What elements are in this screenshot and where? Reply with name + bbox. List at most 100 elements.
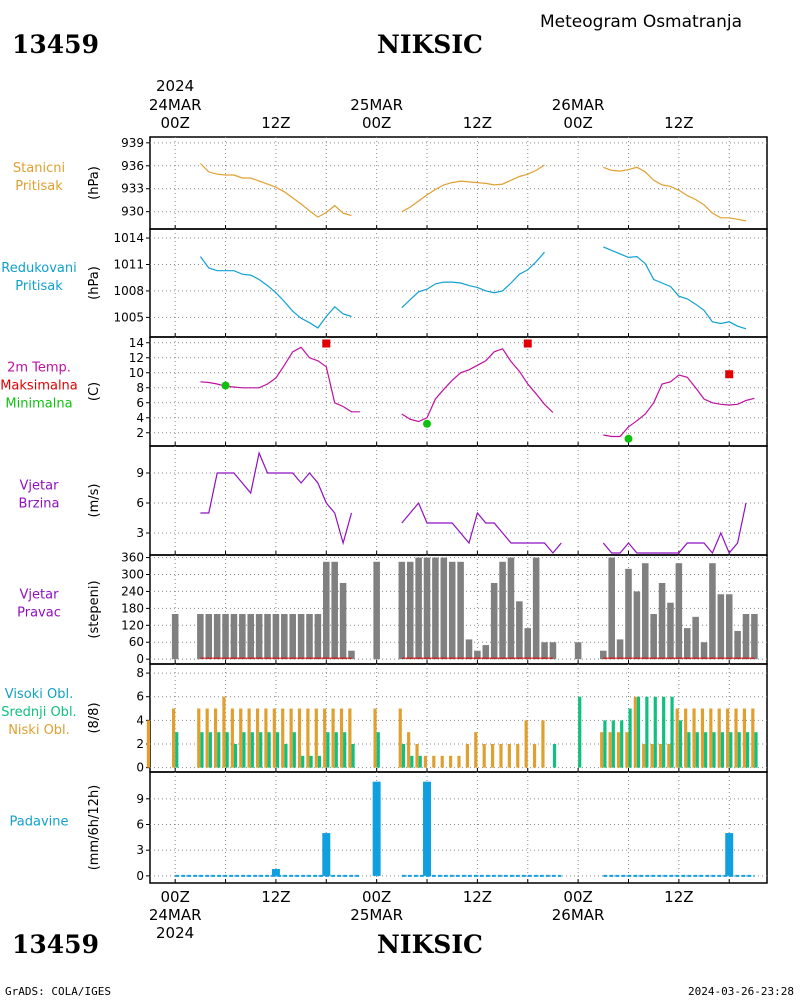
panel-frame <box>149 136 768 230</box>
low-cloud-bar <box>541 720 545 768</box>
panel-frame <box>149 336 768 447</box>
low-cloud-bar <box>465 744 469 768</box>
station-id-bottom: 13459 <box>12 930 99 959</box>
wind-direction-bar <box>675 563 683 660</box>
station-name-top: NIKSIC <box>377 30 483 59</box>
low-cloud-bar <box>658 744 663 768</box>
low-cloud-bar <box>415 744 419 768</box>
y-tick-label: 10 <box>129 366 144 380</box>
low-cloud-bar <box>608 732 612 768</box>
series-line-temp <box>200 346 360 413</box>
time-label-date-top: 26MAR <box>552 96 605 114</box>
station-name-bottom: NIKSIC <box>377 930 483 959</box>
wind-direction-bar <box>574 642 582 660</box>
high-cloud-bar <box>326 732 330 768</box>
wind-direction-bar <box>239 614 246 660</box>
low-cloud-bar <box>625 732 629 768</box>
wind-direction-bar <box>339 582 347 660</box>
y-tick-label: 6 <box>136 690 144 704</box>
y-tick-label: 0 <box>136 652 144 666</box>
high-cloud-bar <box>292 732 296 768</box>
wind-direction-bar <box>642 563 649 660</box>
y-tick-label: 6 <box>136 818 144 832</box>
precip-bar <box>372 781 381 876</box>
y-tick-label: 4 <box>136 713 144 727</box>
low-cloud-bar <box>348 708 352 768</box>
low-cloud-bar <box>171 708 176 768</box>
wind-direction-bar <box>742 614 750 660</box>
y-tick-label: 240 <box>121 584 144 598</box>
high-cloud-bar <box>351 744 355 768</box>
wind-direction-bar <box>683 628 691 660</box>
high-cloud-bar <box>611 720 615 768</box>
wind-direction-bar <box>658 582 666 660</box>
y-tick-label: 930 <box>121 205 144 219</box>
wind-direction-bar <box>247 614 255 660</box>
y-tick-label: 3 <box>136 843 144 857</box>
panel-label: Padavine <box>10 815 69 830</box>
precip-bar <box>322 833 331 876</box>
high-cloud-bar <box>620 720 624 768</box>
panel-label: Pritisak <box>15 179 63 194</box>
high-cloud-bar <box>376 732 380 768</box>
footer-timestamp: 2024-03-26-23:28 <box>688 985 794 998</box>
year-bottom: 2024 <box>156 924 195 942</box>
wind-direction-bar <box>725 594 733 660</box>
high-cloud-bar <box>334 732 338 768</box>
time-label-hour-top: 00Z <box>362 114 391 132</box>
low-cloud-bar <box>684 708 688 768</box>
precip-bar <box>423 781 432 876</box>
wind-direction-bar <box>213 614 221 660</box>
high-cloud-bar <box>737 732 741 768</box>
time-label-hour-top: 12Z <box>261 114 290 132</box>
series-line-reduced <box>199 256 352 329</box>
series-line-temp <box>603 374 755 438</box>
y-tick-label: 939 <box>121 136 144 150</box>
high-cloud-bar <box>317 755 322 768</box>
high-cloud-bar <box>712 732 716 768</box>
wind-direction-bar <box>499 561 506 660</box>
y-tick-label: 0 <box>136 869 144 883</box>
low-cloud-bar <box>213 708 218 768</box>
series-line-wind <box>200 450 353 546</box>
high-cloud-bar <box>225 732 229 768</box>
high-cloud-bar <box>301 755 305 768</box>
high-cloud-bar <box>401 744 406 768</box>
panel-label: Visoki Obl. <box>5 687 73 702</box>
y-tick-label: 9 <box>136 466 144 480</box>
wind-direction-bar <box>608 557 615 660</box>
y-tick-label: 2 <box>136 426 144 440</box>
min-temp-marker <box>624 434 633 443</box>
wind-direction-bar <box>457 561 464 660</box>
low-cloud-bar <box>700 708 705 768</box>
low-cloud-bar <box>667 744 671 768</box>
high-cloud-bar <box>687 732 691 768</box>
wind-direction-bar <box>507 557 515 660</box>
y-tick-label: 0 <box>136 761 144 775</box>
wind-direction-bar <box>633 591 641 660</box>
panel-label: Minimalna <box>5 397 72 412</box>
time-label-hour-top: 12Z <box>664 114 693 132</box>
low-cloud-bar <box>289 708 293 768</box>
time-label-hour-top: 12Z <box>463 114 492 132</box>
station-id-top: 13459 <box>12 30 99 59</box>
low-cloud-bar <box>205 708 209 768</box>
wind-direction-bar <box>348 650 355 660</box>
high-cloud-bar <box>418 755 422 768</box>
high-cloud-bar <box>175 732 179 768</box>
y-tick-label: 120 <box>121 618 144 632</box>
wind-direction-bar <box>532 557 540 660</box>
high-cloud-bar <box>267 732 271 768</box>
low-cloud-bar <box>373 708 377 768</box>
series-line-temp <box>401 348 554 423</box>
time-label-hour-top: 00Z <box>563 114 592 132</box>
low-cloud-bar <box>726 708 730 768</box>
wind-direction-bar <box>549 642 557 660</box>
high-cloud-bar <box>662 696 666 768</box>
precip-bar <box>725 833 734 876</box>
y-tick-label: 933 <box>121 182 144 196</box>
high-cloud-bar <box>578 696 582 768</box>
low-cloud-bar <box>532 744 537 768</box>
